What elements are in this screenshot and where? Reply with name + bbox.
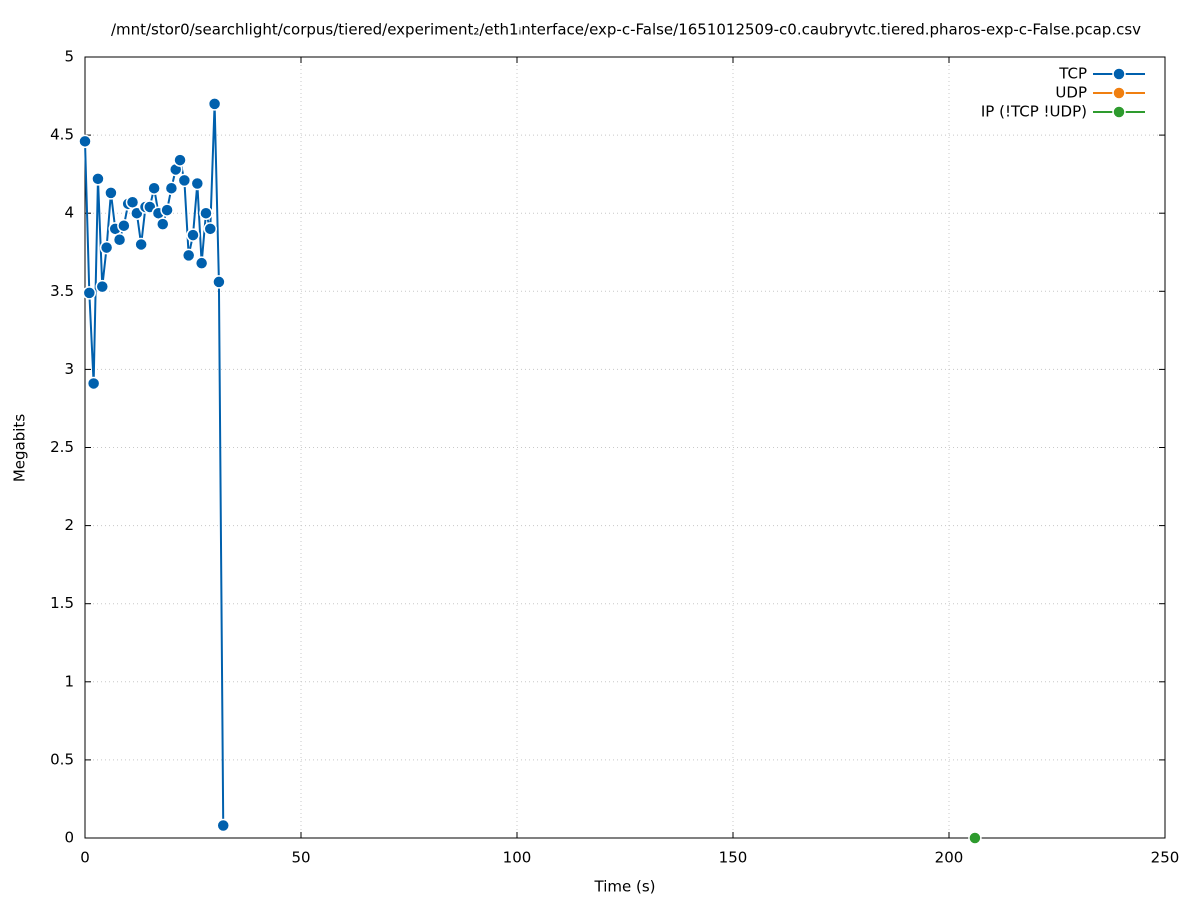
y-tick-label: 4.5 [50,126,74,144]
data-point [181,248,196,263]
data-point [134,237,148,252]
data-point [207,97,222,111]
data-point [212,275,226,289]
data-point [99,240,114,255]
x-tick-label: 250 [1151,849,1180,867]
data-point [86,376,101,391]
data-point [173,153,187,167]
legend-label: TCP [1058,65,1087,83]
data-point [190,176,205,191]
legend-marker [1112,86,1126,100]
legend-marker [1112,67,1126,81]
y-tick-label: 3.5 [50,282,74,300]
data-point [216,818,230,833]
y-tick-label: 5 [64,48,74,66]
x-axis-label: Time (s) [594,878,656,896]
data-point [82,286,97,300]
y-tick-label: 1 [64,672,74,690]
data-point [117,218,131,233]
data-point [156,217,170,231]
y-tick-label: 2 [64,516,74,534]
y-tick-label: 0 [64,829,74,847]
data-point [112,233,127,247]
data-point [147,181,161,195]
data-point [177,173,192,188]
plot-border [84,56,1166,839]
data-point [968,831,982,845]
x-tick-label: 100 [503,849,532,867]
data-point [194,256,209,270]
data-point [95,279,110,294]
y-axis-label: Megabits [11,414,29,482]
data-point [199,206,213,220]
y-tick-label: 4 [64,204,74,222]
x-tick-label: 0 [80,849,90,867]
data-point [164,181,179,195]
x-tick-label: 200 [935,849,964,867]
legend-marker [1112,105,1126,119]
y-tick-label: 3 [64,360,74,378]
chart-title: /mnt/stor0/searchlight/corpus/tiered/exp… [111,21,1141,39]
data-point [186,228,200,242]
data-point [91,172,105,186]
legend-label: IP (!TCP !UDP) [981,103,1087,121]
data-point [104,186,118,200]
data-point [203,222,218,236]
legend-label: UDP [1055,84,1087,102]
y-tick-label: 2.5 [50,438,74,456]
x-tick-label: 50 [291,849,310,867]
y-tick-label: 0.5 [50,750,74,768]
x-tick-label: 150 [719,849,748,867]
data-point [160,203,174,217]
data-point [78,134,92,149]
y-tick-label: 1.5 [50,594,74,612]
